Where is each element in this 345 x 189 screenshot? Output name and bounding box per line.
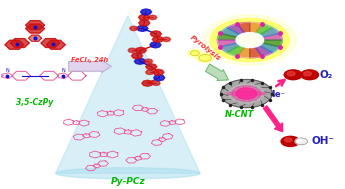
Polygon shape [263,40,282,47]
Polygon shape [146,64,157,70]
Polygon shape [162,37,170,42]
Polygon shape [131,53,142,59]
Polygon shape [146,70,154,74]
Polygon shape [250,47,262,58]
Circle shape [196,53,214,63]
Circle shape [236,88,257,99]
Circle shape [284,70,302,80]
Polygon shape [46,40,65,49]
Polygon shape [139,20,150,26]
Polygon shape [5,40,24,49]
Polygon shape [142,80,153,86]
FancyArrowPatch shape [264,106,283,132]
Text: N: N [61,67,65,73]
Polygon shape [220,43,240,53]
Polygon shape [259,28,280,37]
Polygon shape [255,45,273,57]
Circle shape [188,49,202,57]
Text: 3,5-CzPy: 3,5-CzPy [17,98,54,107]
Circle shape [204,15,296,65]
Circle shape [224,26,275,54]
Polygon shape [263,33,282,40]
Text: FeCl₃, 24h: FeCl₃, 24h [71,57,109,63]
Text: N: N [6,67,9,73]
Circle shape [210,19,289,62]
Polygon shape [217,40,237,47]
Circle shape [190,51,199,56]
Polygon shape [130,26,138,31]
Circle shape [236,33,264,48]
Polygon shape [153,69,164,75]
Text: 4e⁻: 4e⁻ [269,90,285,99]
Polygon shape [150,42,161,48]
Text: Pyrolysis: Pyrolysis [189,34,222,62]
Polygon shape [41,39,60,47]
Text: OH⁻: OH⁻ [312,136,335,146]
Polygon shape [140,9,151,15]
Polygon shape [150,31,161,37]
Circle shape [297,139,302,142]
Circle shape [285,138,292,142]
Polygon shape [135,58,145,64]
Polygon shape [128,48,136,53]
Polygon shape [56,16,200,173]
Ellipse shape [227,91,266,96]
Polygon shape [228,84,264,103]
Polygon shape [26,24,45,33]
Polygon shape [217,33,237,40]
Ellipse shape [56,168,200,179]
Polygon shape [26,21,45,30]
Polygon shape [28,35,42,41]
Polygon shape [154,75,165,81]
Polygon shape [152,36,163,42]
Circle shape [300,70,318,80]
Polygon shape [259,43,280,53]
Polygon shape [149,15,157,20]
Text: N-CNT: N-CNT [225,110,254,119]
Polygon shape [237,47,250,58]
Text: Py-PCz: Py-PCz [110,177,145,186]
Polygon shape [220,80,272,108]
Circle shape [231,30,268,50]
Polygon shape [10,39,29,47]
Polygon shape [250,22,262,33]
Polygon shape [144,59,152,64]
Polygon shape [152,81,160,85]
Circle shape [210,19,289,62]
Polygon shape [237,22,250,33]
Polygon shape [137,25,148,31]
Polygon shape [227,24,245,35]
Circle shape [199,55,211,61]
FancyArrowPatch shape [205,64,228,81]
Circle shape [281,136,300,146]
Circle shape [217,22,282,58]
Text: O₂: O₂ [319,70,333,80]
Polygon shape [139,14,150,20]
Circle shape [287,71,295,76]
Circle shape [295,138,307,145]
Polygon shape [255,24,273,35]
Circle shape [304,71,312,76]
Polygon shape [227,45,245,57]
FancyArrowPatch shape [69,60,111,73]
Circle shape [232,86,261,101]
Polygon shape [220,28,240,37]
Polygon shape [135,47,146,53]
FancyArrowPatch shape [276,80,285,86]
